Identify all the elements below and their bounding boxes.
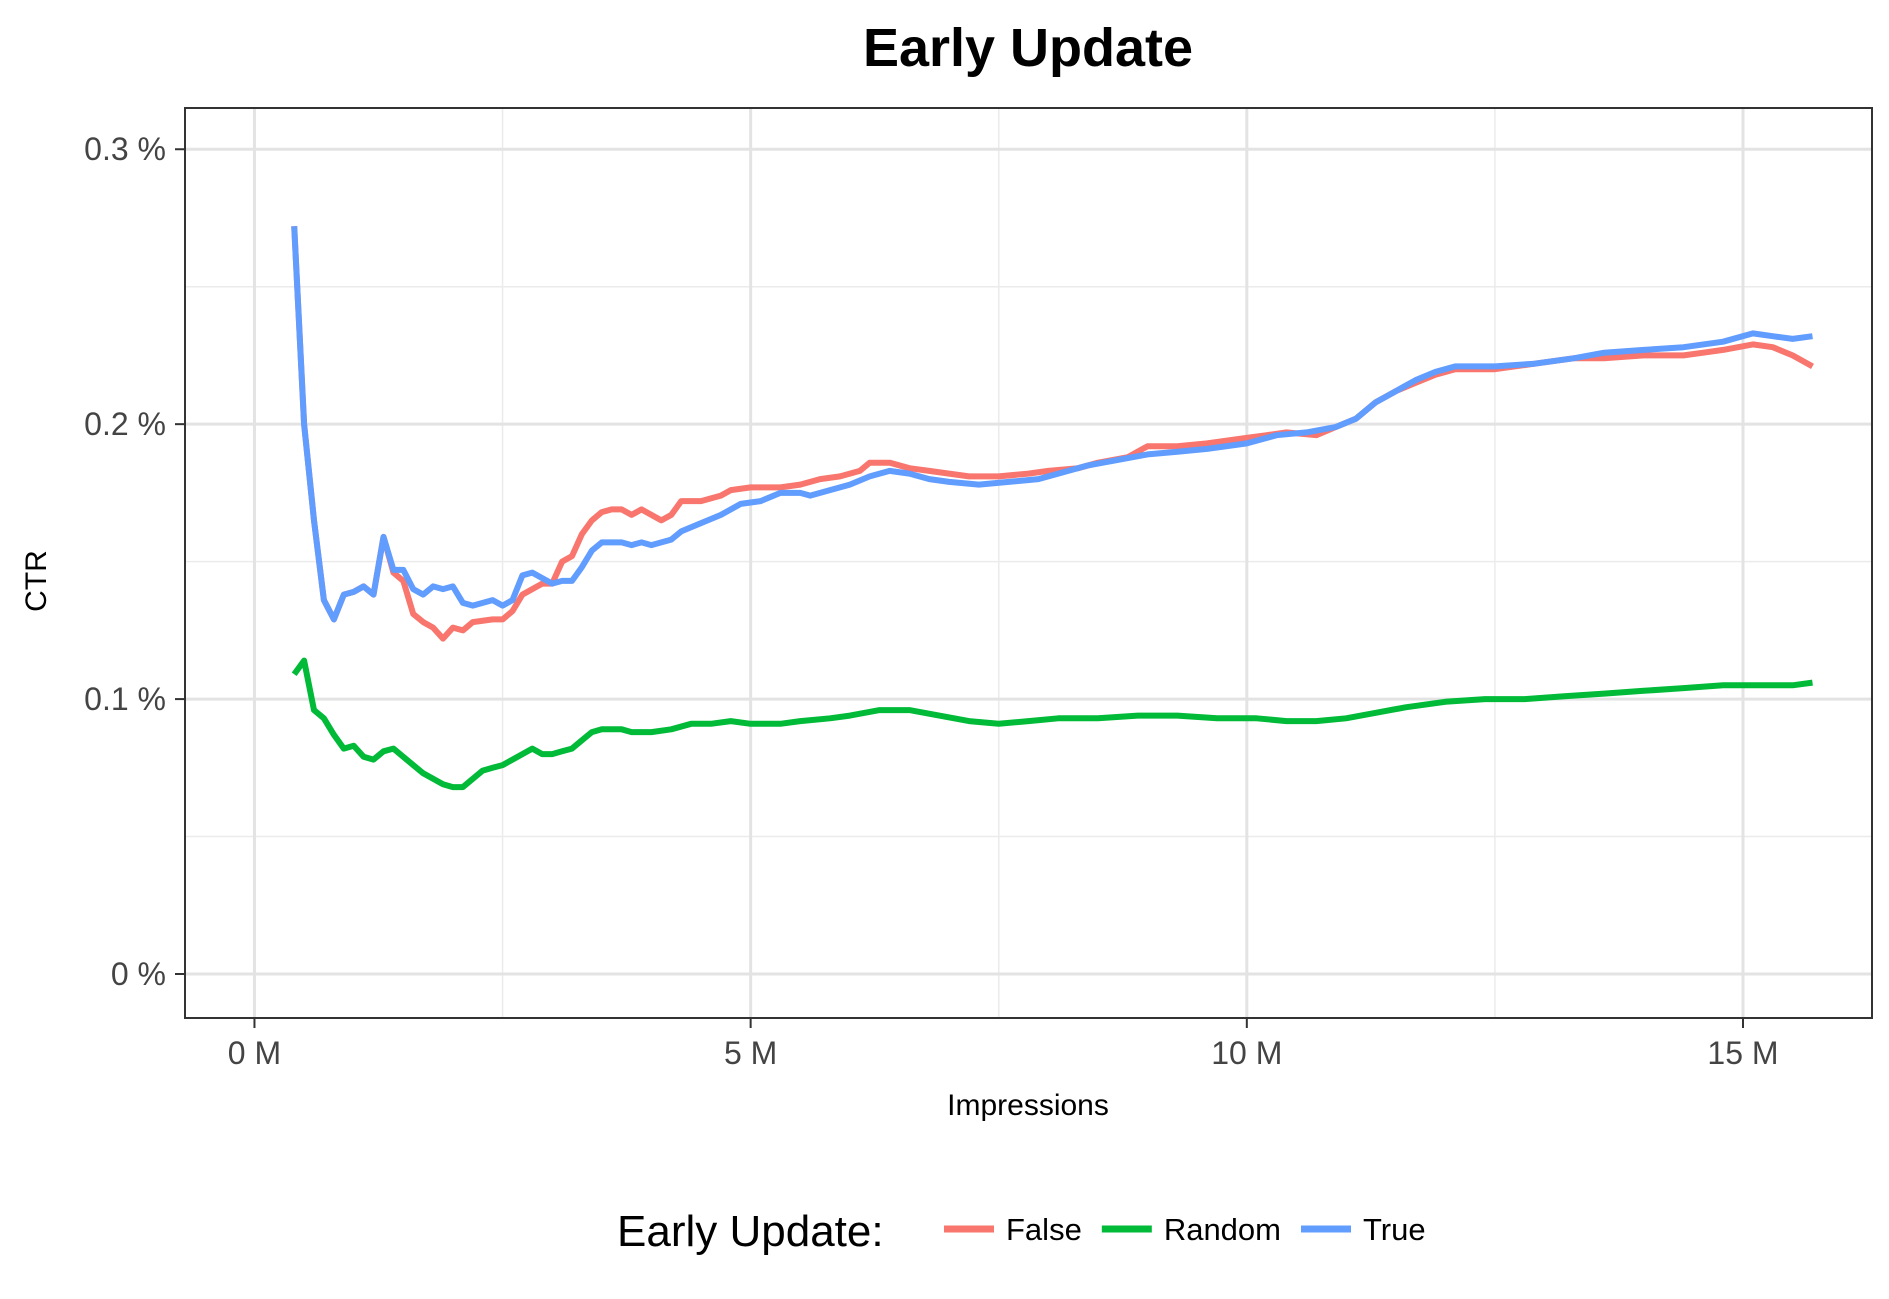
legend-label-true: True (1363, 1212, 1426, 1247)
x-tick-label: 5 M (724, 1035, 777, 1071)
y-tick-label: 0.1 % (84, 681, 166, 717)
x-tick-label: 15 M (1707, 1035, 1778, 1071)
x-tick-label: 10 M (1211, 1035, 1282, 1071)
legend: Early Update: False Random True (617, 1207, 1426, 1256)
legend-label-false: False (1006, 1212, 1082, 1247)
x-axis-title: Impressions (947, 1089, 1109, 1122)
chart-title: Early Update (863, 18, 1193, 78)
major-gridlines (185, 108, 1872, 1018)
x-axis-ticks: 0 M 5 M 10 M 15 M (228, 1018, 1779, 1071)
y-axis-ticks: 0 % 0.1 % 0.2 % 0.3 % (84, 131, 185, 992)
y-tick-label: 0.2 % (84, 406, 166, 442)
x-tick-label: 0 M (228, 1035, 281, 1071)
y-tick-label: 0 % (111, 956, 166, 992)
y-tick-label: 0.3 % (84, 131, 166, 167)
series-lines (291, 226, 1814, 791)
series-line-random (291, 657, 1813, 791)
legend-label-random: Random (1164, 1212, 1281, 1247)
legend-items: False Random True (944, 1212, 1426, 1247)
y-axis-title: CTR (20, 550, 53, 612)
minor-gridlines (185, 108, 1872, 1018)
series-line-true (291, 226, 1813, 623)
legend-title: Early Update: (617, 1207, 884, 1256)
plot-panel-border (184, 107, 1873, 1019)
